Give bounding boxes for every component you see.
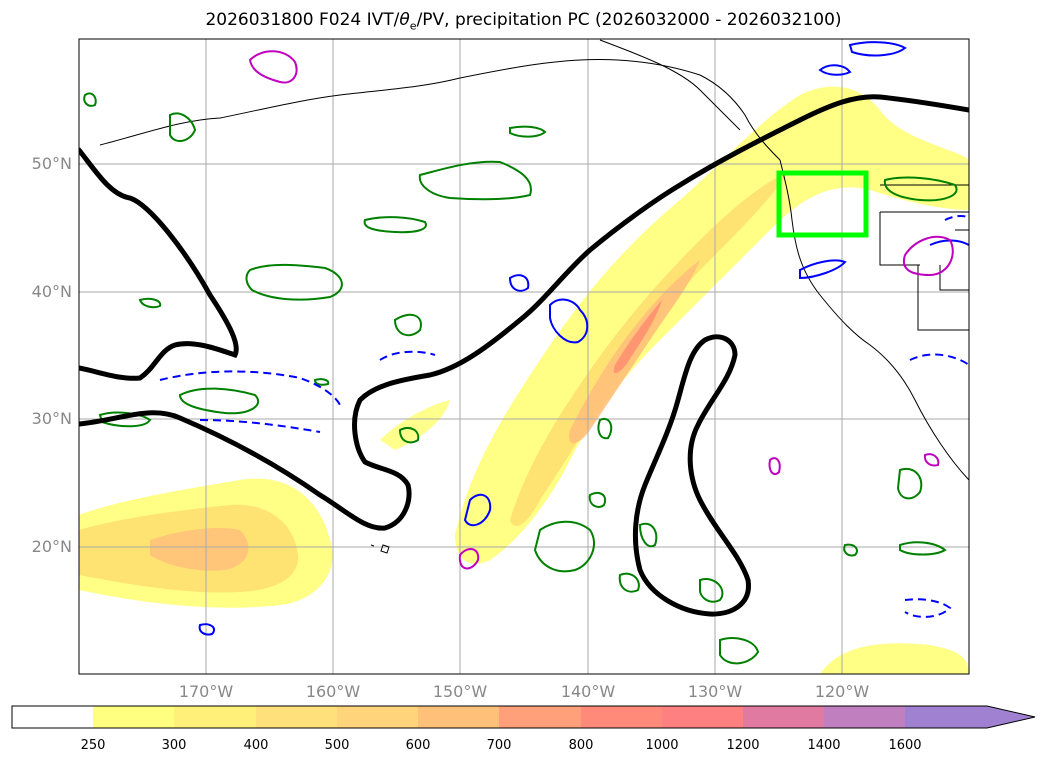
colorbar-label: 1400 bbox=[807, 738, 841, 753]
page-title: 2026031800 F024 IVT/θe/PV, precipitation… bbox=[205, 10, 842, 33]
colorbar-label: 700 bbox=[486, 738, 512, 753]
theta-e-contours-blue bbox=[159, 41, 969, 636]
colorbar-label: 1000 bbox=[645, 738, 679, 753]
lon-label-130w: 130°W bbox=[687, 682, 743, 701]
lon-label-150w: 150°W bbox=[432, 682, 488, 701]
graticule bbox=[79, 39, 969, 674]
theta-e-contours-magenta bbox=[248, 50, 954, 570]
colorbar-label: 1600 bbox=[888, 738, 922, 753]
colorbar-label: 400 bbox=[243, 738, 269, 753]
coastlines bbox=[99, 39, 969, 554]
lat-label-20n: 20°N bbox=[31, 537, 72, 556]
highlight-box bbox=[776, 170, 869, 238]
colorbar-label: 1200 bbox=[726, 738, 760, 753]
map-frame bbox=[78, 38, 970, 675]
pv-contours bbox=[79, 94, 969, 617]
theta-e-contours-green bbox=[83, 92, 958, 665]
colorbar-label: 800 bbox=[568, 738, 594, 753]
colorbar-label: 300 bbox=[161, 738, 187, 753]
lat-label-30n: 30°N bbox=[31, 409, 72, 428]
lon-label-160w: 160°W bbox=[305, 682, 361, 701]
colorbar-label: 600 bbox=[405, 738, 431, 753]
lon-label-140w: 140°W bbox=[560, 682, 616, 701]
colorbar bbox=[11, 705, 1036, 729]
lon-label-120w: 120°W bbox=[814, 682, 870, 701]
colorbar-label: 250 bbox=[80, 738, 106, 753]
lat-label-40n: 40°N bbox=[31, 282, 72, 301]
lon-label-170w: 170°W bbox=[178, 682, 234, 701]
lat-label-50n: 50°N bbox=[31, 154, 72, 173]
colorbar-label: 500 bbox=[324, 738, 350, 753]
